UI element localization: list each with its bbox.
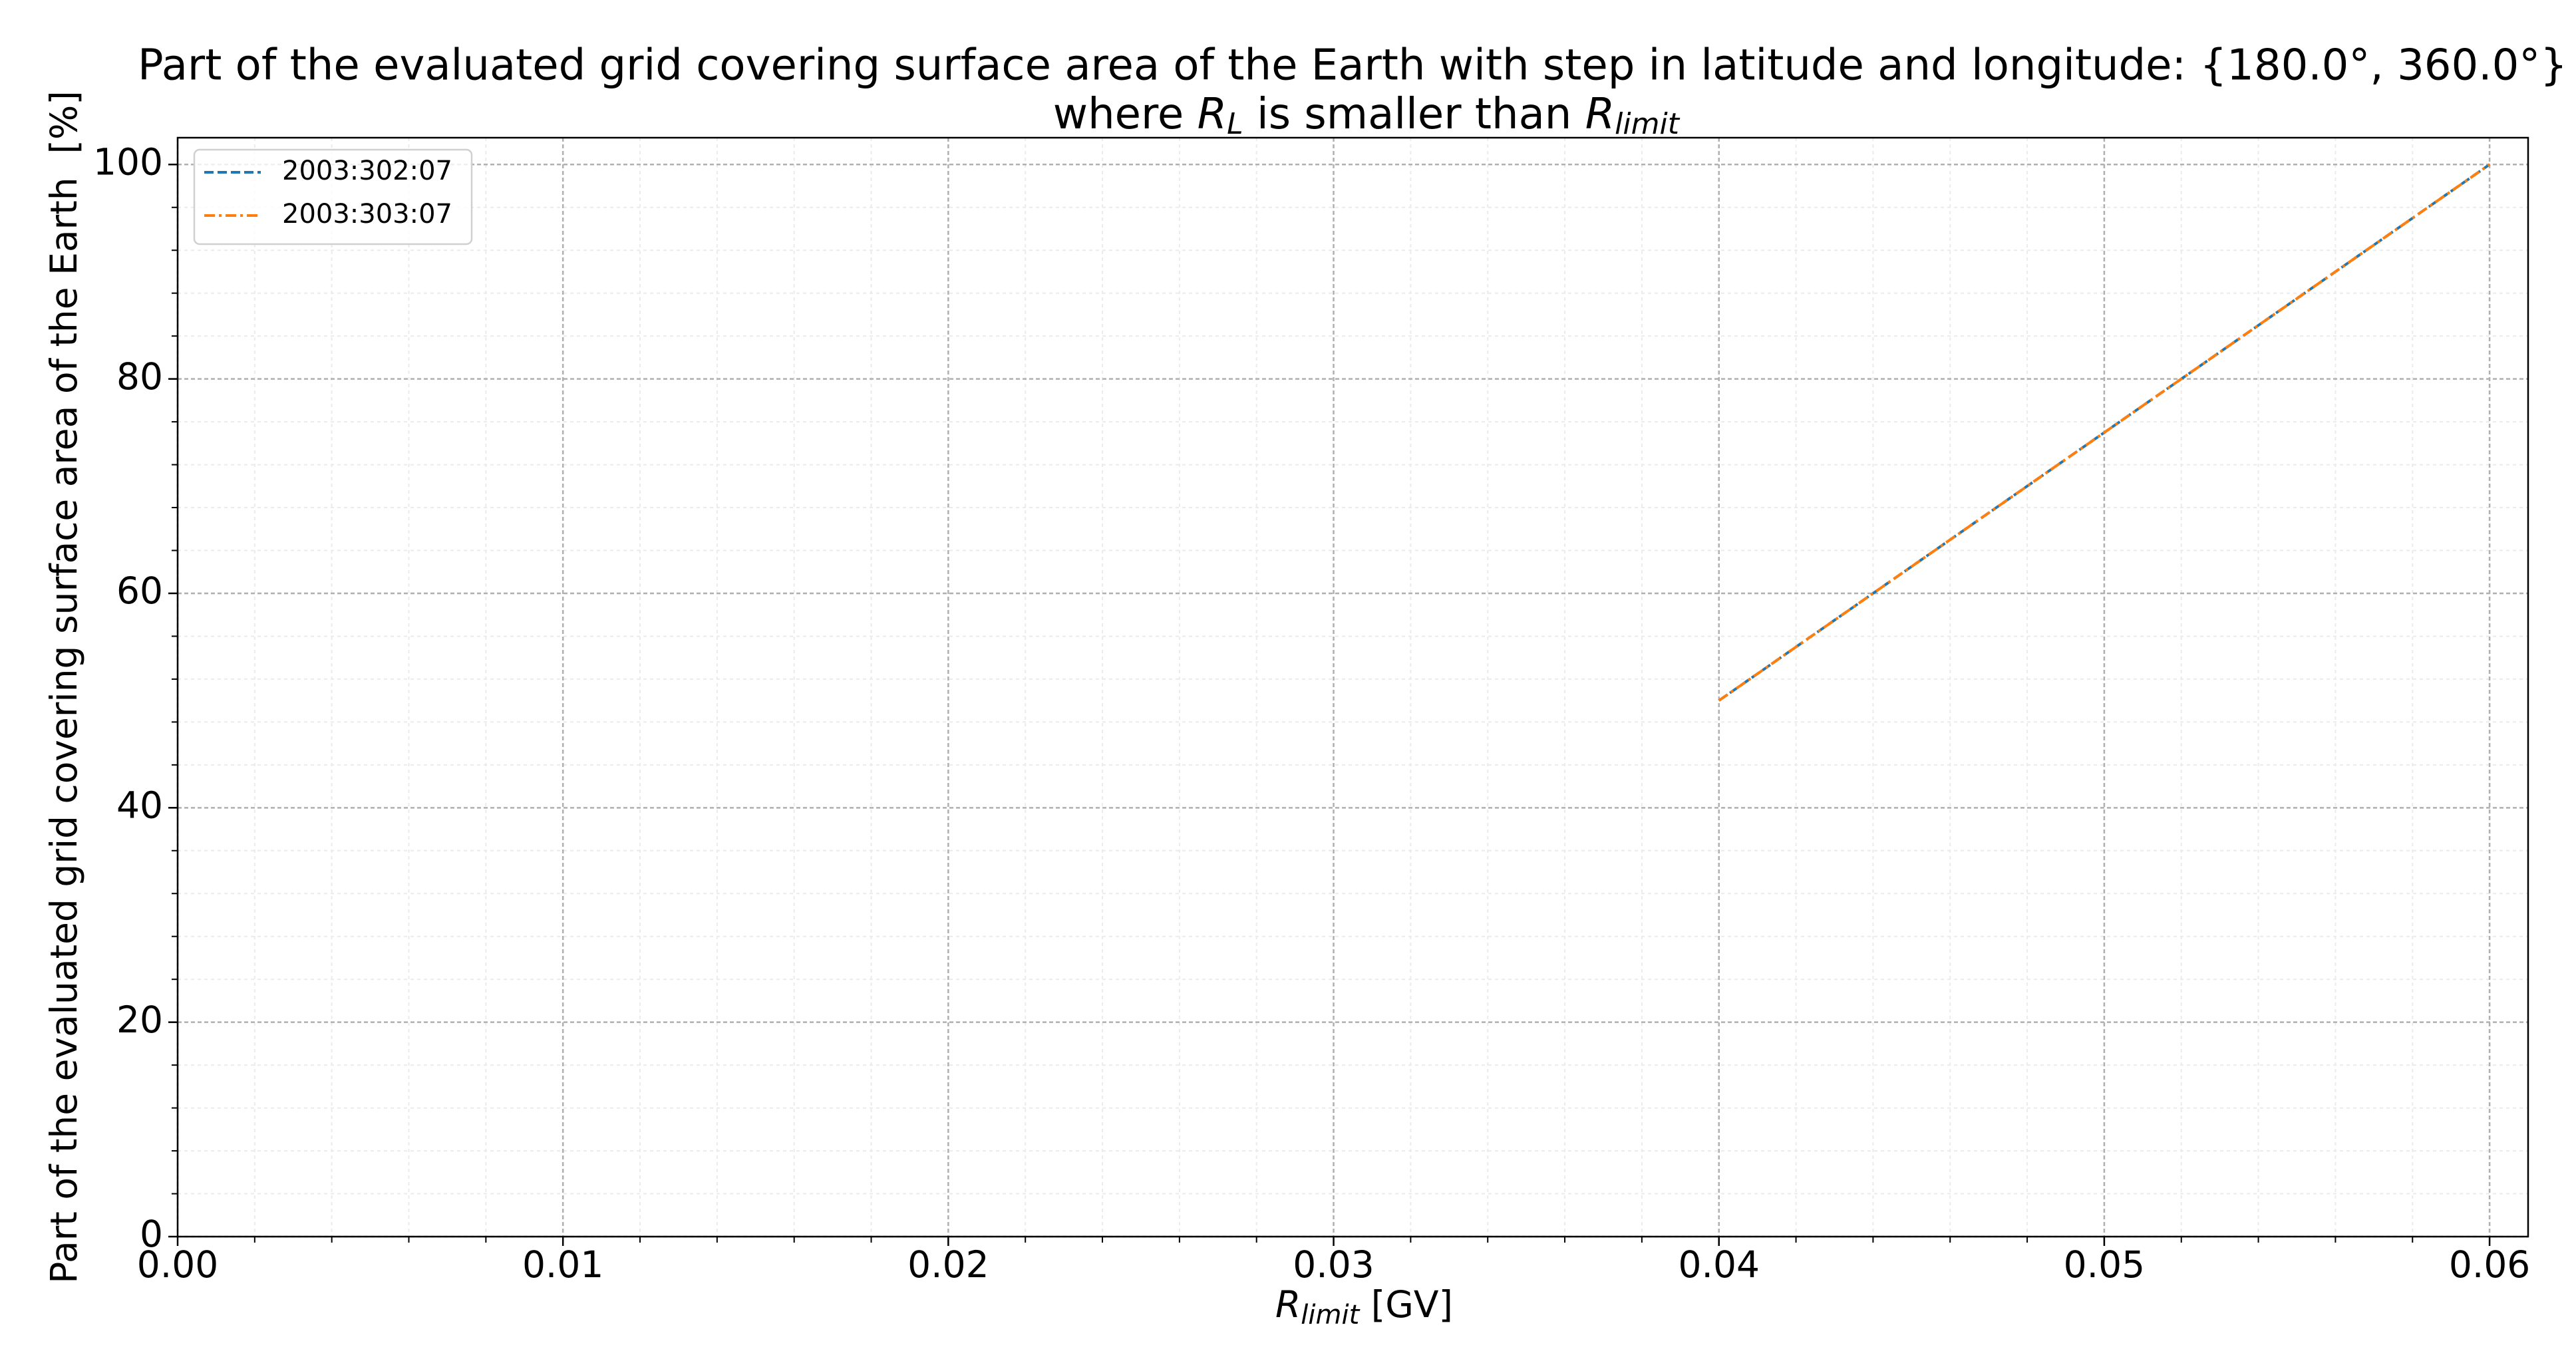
x-tick-label: 0.05 [2064,1243,2145,1286]
y-tick-label: 80 [116,355,163,398]
x-tick-label: 0.01 [522,1243,603,1286]
y-tick-label: 0 [140,1213,163,1255]
subtitle-part: L [1227,107,1243,141]
x-label-part: [GV] [1359,1283,1453,1326]
subtitle-part: is smaller than [1243,90,1585,139]
x-label-part: R [1275,1283,1301,1326]
subtitle-part: R [1198,90,1227,139]
chart-title: Part of the evaluated grid covering surf… [138,41,2567,90]
plot-frame [176,136,2529,1238]
x-axis-label: Rlimit [GV] [1217,1283,1488,1330]
x-tick-label: 0.06 [2449,1243,2530,1286]
y-tick-label: 40 [116,784,163,826]
x-tick-label: 0.03 [1293,1243,1374,1286]
subtitle-part: limit [1615,107,1681,141]
chart-subtitle: where RL is smaller than Rlimit [985,90,1720,148]
y-tick-label: 100 [93,140,163,183]
series-line [1718,163,2491,702]
x-tick-label: 0.04 [1678,1243,1759,1286]
legend-label: 2003:303:07 [282,199,452,229]
subtitle-part: where [1053,90,1198,139]
y-axis-label: Part of the evaluated grid covering surf… [43,90,85,1283]
x-tick-label: 0.00 [137,1243,218,1286]
legend-box [193,148,473,245]
y-tick-label: 20 [116,998,163,1041]
legend-label: 2003:302:07 [282,156,452,186]
x-label-part: limit [1301,1300,1360,1330]
x-tick-label: 0.02 [907,1243,989,1286]
subtitle-part: R [1585,90,1615,139]
y-tick-label: 60 [116,569,163,612]
